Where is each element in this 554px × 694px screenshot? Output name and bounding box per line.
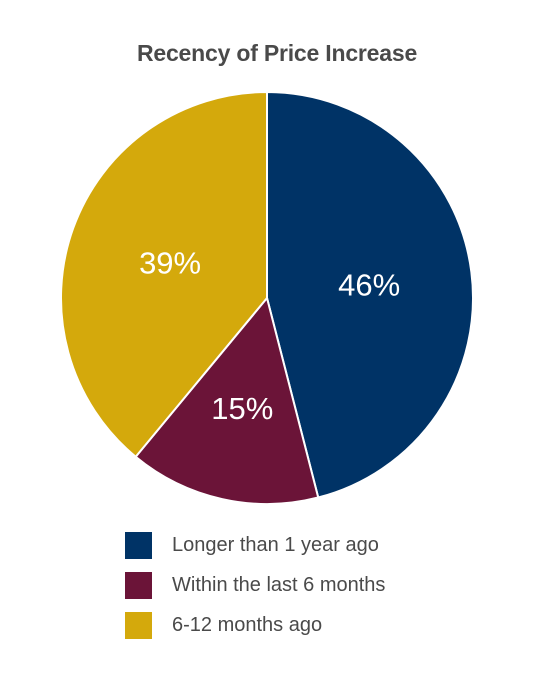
pie-slice-longer-than-1-year — [266, 91, 474, 499]
chart-title: Recency of Price Increase — [136, 40, 418, 66]
legend: Longer than 1 year ago Within the last 6… — [125, 532, 385, 652]
legend-label: 6-12 months ago — [172, 614, 323, 636]
legend-label: Within the last 6 months — [172, 574, 386, 596]
legend-item-6-12-months: 6-12 months ago — [125, 612, 385, 639]
legend-item-longer-than-1-year: Longer than 1 year ago — [125, 532, 385, 559]
legend-item-within-last-6-months: Within the last 6 months — [125, 572, 385, 599]
legend-swatch — [125, 532, 152, 559]
legend-swatch — [125, 612, 152, 639]
pie-slice-within-last-6-months — [134, 297, 320, 505]
legend-swatch — [125, 572, 152, 599]
legend-label: Longer than 1 year ago — [172, 534, 379, 556]
slice-label-6-12-months: 39% — [139, 246, 201, 281]
slice-label-within-last-6-months: 15% — [211, 391, 273, 426]
slice-label-longer-than-1-year: 46% — [338, 268, 400, 303]
pie-slice-6-12-months — [60, 91, 268, 458]
